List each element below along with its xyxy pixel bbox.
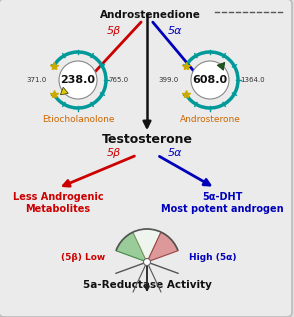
Polygon shape: [60, 87, 68, 95]
Wedge shape: [147, 232, 178, 262]
Text: 399.0: 399.0: [159, 77, 179, 83]
Circle shape: [143, 258, 151, 266]
Text: 371.0: 371.0: [27, 77, 47, 83]
Polygon shape: [217, 62, 225, 70]
Text: 765.0: 765.0: [108, 77, 128, 83]
Text: Testosterone: Testosterone: [101, 133, 193, 146]
Text: 1364.0: 1364.0: [240, 77, 265, 83]
Text: 5α: 5α: [168, 26, 182, 36]
Wedge shape: [116, 232, 147, 262]
Text: High (5α): High (5α): [189, 253, 236, 262]
Text: 5β: 5β: [107, 148, 121, 158]
Text: 5α: 5α: [168, 148, 182, 158]
Text: Androstenedione: Androstenedione: [100, 10, 201, 20]
Text: 238.0: 238.0: [61, 75, 96, 85]
Text: 608.0: 608.0: [193, 75, 228, 85]
Circle shape: [191, 61, 229, 99]
Circle shape: [59, 61, 97, 99]
Text: (5β) Low: (5β) Low: [61, 253, 105, 262]
Text: 5a-Reductase Activity: 5a-Reductase Activity: [83, 280, 211, 290]
Text: 5β: 5β: [107, 26, 121, 36]
Text: Etiocholanolone: Etiocholanolone: [42, 115, 114, 124]
Text: Less Androgenic
Metabolites: Less Androgenic Metabolites: [13, 192, 103, 214]
Wedge shape: [133, 229, 161, 262]
Text: Androsterone: Androsterone: [180, 115, 240, 124]
Text: 5α-DHT
Most potent androgen: 5α-DHT Most potent androgen: [161, 192, 283, 214]
